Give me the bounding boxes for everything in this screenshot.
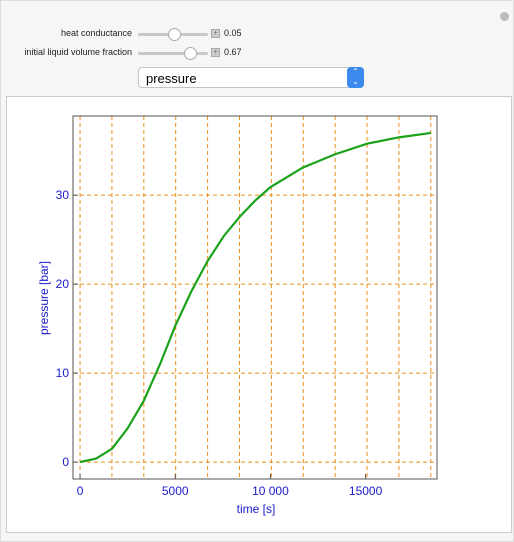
expand-button[interactable]: + [211,48,220,57]
x-axis-label: time [s] [237,502,276,516]
series-line [79,131,432,464]
slider-label: heat conductance [60,28,132,38]
y-tick-label: 20 [56,277,70,291]
y-tick-label: 10 [56,366,70,380]
options-button[interactable] [500,12,509,21]
slider[interactable] [138,52,208,55]
slider-thumb[interactable] [168,28,181,41]
y-axis-label: pressure [bar] [37,261,51,335]
slider-value: 0.05 [224,28,242,38]
dropdown-value: pressure [146,71,197,86]
dropdown[interactable]: pressure ⌃ ⌄ [138,67,364,88]
x-tick-label: 5000 [162,484,189,498]
y-tick-label: 30 [56,188,70,202]
plot-frame [72,115,438,480]
expand-button[interactable]: + [211,29,220,38]
slider-label: initial liquid volume fraction [24,47,132,57]
x-tick-label: 10 000 [252,484,289,498]
slider-thumb[interactable] [184,47,197,60]
x-tick-label: 0 [77,484,84,498]
y-tick-label: 0 [62,455,69,469]
x-tick-label: 15000 [349,484,383,498]
slider-value: 0.67 [224,47,242,57]
